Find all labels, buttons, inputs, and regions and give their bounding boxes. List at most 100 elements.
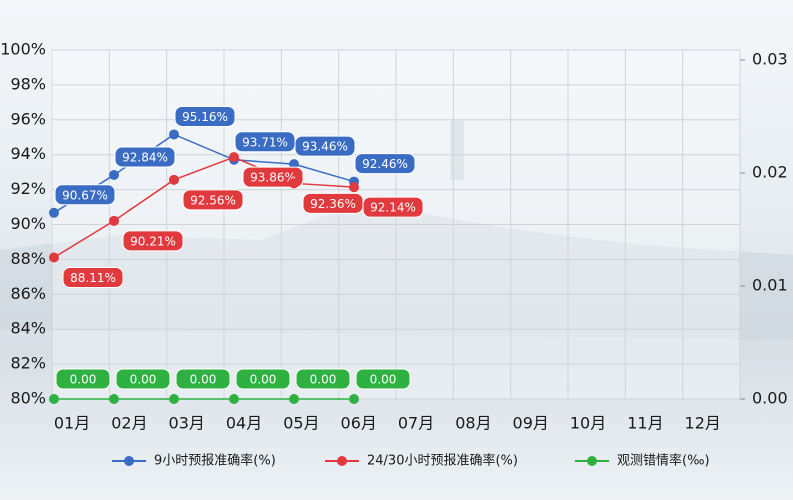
value-label-box (294, 135, 356, 157)
legend-label: 9小时预报准确率(%) (154, 453, 276, 469)
value-label: 0.00 (355, 368, 411, 390)
value-label-text: 0.00 (370, 373, 397, 387)
value-label-text: 92.14% (370, 201, 416, 215)
series-line (53, 156, 355, 259)
data-point (49, 394, 59, 404)
value-label-box (62, 266, 124, 288)
value-label-box (175, 368, 231, 390)
value-label: 92.56% (182, 189, 244, 211)
series-line (53, 133, 355, 214)
data-point (229, 152, 240, 163)
data-point (289, 394, 300, 404)
data-point (169, 129, 180, 140)
value-label-box (355, 368, 411, 390)
value-label: 92.14% (362, 196, 424, 218)
y-tick-label: 100% (0, 40, 46, 59)
value-label-text: 93.71% (242, 135, 288, 149)
value-label-text: 92.84% (122, 150, 168, 164)
value-label: 0.00 (55, 368, 111, 390)
data-point (289, 159, 300, 170)
data-point (109, 169, 120, 180)
x-tick-label: 01月 (54, 414, 90, 433)
y-tick-label: 80% (10, 389, 46, 408)
y-tick-label: 98% (10, 74, 46, 93)
x-tick-label: 12月 (685, 414, 721, 433)
y2-tick-label: 0.01 (752, 276, 788, 295)
value-label-box (122, 230, 184, 252)
value-label-box (115, 368, 171, 390)
x-tick-label: 11月 (627, 414, 663, 433)
legend-marker (337, 456, 347, 466)
value-label-box (174, 105, 236, 127)
data-point (229, 394, 240, 404)
x-tick-label: 06月 (341, 414, 377, 433)
value-label: 90.67% (54, 184, 116, 206)
value-label-box (242, 166, 304, 188)
value-label-text: 93.46% (302, 140, 348, 154)
value-label-box (354, 153, 416, 175)
y-tick-label: 90% (10, 214, 46, 233)
value-label-text: 95.16% (182, 110, 228, 124)
value-label-text: 92.56% (190, 193, 236, 207)
legend-label: 观测错情率(‰) (617, 453, 710, 469)
value-label: 92.46% (354, 153, 416, 175)
value-label-text: 93.86% (250, 171, 296, 185)
value-label-box (114, 146, 176, 168)
value-label-box (54, 184, 116, 206)
legend-marker (587, 456, 597, 466)
y-tick-label: 84% (10, 319, 46, 338)
legend-label: 24/30小时预报准确率(%) (367, 453, 518, 469)
y-tick-label: 82% (10, 354, 46, 373)
x-tick-label: 10月 (570, 414, 606, 433)
legend-marker (124, 456, 134, 466)
value-label: 93.86% (242, 166, 304, 188)
value-label: 0.00 (175, 368, 231, 390)
value-label: 88.11% (62, 266, 124, 288)
x-tick-label: 07月 (398, 414, 434, 433)
value-label-text: 92.46% (362, 157, 408, 171)
value-label: 0.00 (235, 368, 291, 390)
value-label: 0.00 (115, 368, 171, 390)
value-label: 0.00 (295, 368, 351, 390)
value-label-text: 0.00 (250, 373, 277, 387)
data-point (349, 182, 360, 193)
value-label-text: 0.00 (130, 373, 157, 387)
value-label: 93.71% (234, 131, 296, 153)
value-label-box (362, 196, 424, 218)
x-tick-label: 04月 (226, 414, 262, 433)
value-label: 95.16% (174, 105, 236, 127)
value-label-box (295, 368, 351, 390)
y-tick-label: 88% (10, 249, 46, 268)
x-tick-label: 05月 (283, 414, 319, 433)
value-label-text: 90.21% (130, 234, 176, 248)
data-point (109, 394, 120, 404)
value-label-box (182, 189, 244, 211)
y2-tick-label: 0.00 (752, 389, 788, 408)
data-point (349, 394, 360, 404)
value-label: 93.46% (294, 135, 356, 157)
value-label-box (55, 368, 111, 390)
data-point (289, 178, 300, 189)
y2-tick-label: 0.03 (752, 50, 788, 69)
y-tick-label: 86% (10, 284, 46, 303)
data-point (109, 215, 120, 226)
value-label-text: 0.00 (190, 373, 217, 387)
x-tick-label: 03月 (169, 414, 205, 433)
x-tick-label: 09月 (513, 414, 549, 433)
value-label: 90.21% (122, 230, 184, 252)
value-label: 92.36% (302, 192, 364, 214)
data-point (49, 207, 59, 218)
y-tick-label: 92% (10, 179, 46, 198)
value-label: 92.84% (114, 146, 176, 168)
data-point (169, 174, 180, 185)
data-point (169, 394, 180, 404)
value-label-text: 88.11% (70, 271, 116, 285)
value-label-text: 92.36% (310, 197, 356, 211)
value-label-text: 0.00 (310, 373, 337, 387)
y-tick-label: 96% (10, 109, 46, 128)
value-label-box (235, 368, 291, 390)
value-label-text: 90.67% (62, 188, 108, 202)
x-tick-label: 02月 (111, 414, 147, 433)
